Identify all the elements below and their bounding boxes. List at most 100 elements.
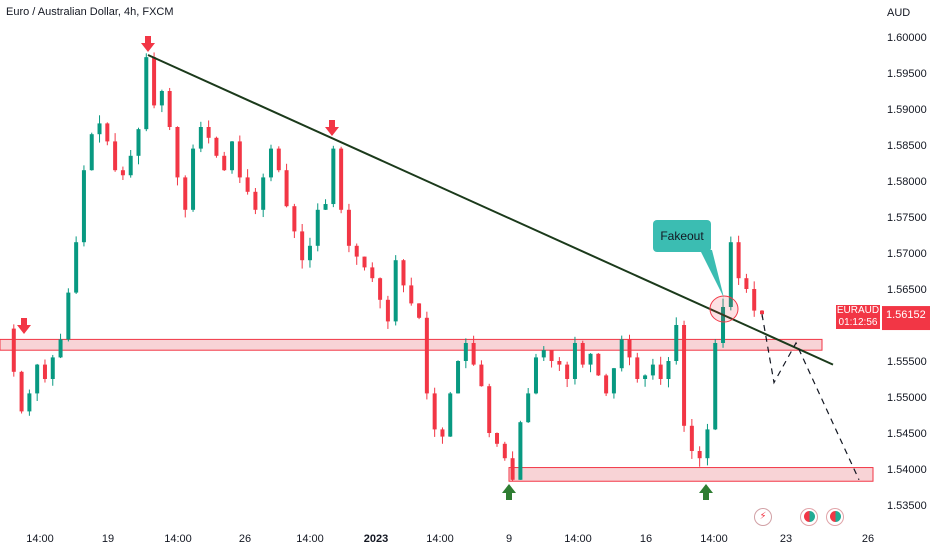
candle-body [401,260,406,286]
candle-body [487,386,492,433]
candle-body [175,127,180,178]
candle-body [572,343,577,379]
y-tick-label: 1.55500 [887,356,927,368]
x-tick-label: 16 [640,533,652,545]
x-tick-label: 14:00 [26,533,54,545]
candle-body [292,206,297,232]
candle-body [432,393,437,430]
candle-body [214,137,219,156]
candle-body [705,429,710,459]
candle-body [666,361,671,379]
candle-body [222,155,227,171]
candle-body [518,422,523,480]
y-tick-label: 1.56500 [887,284,927,296]
candle-body [393,260,398,322]
candle-body [74,242,79,293]
x-tick-label: 26 [239,533,251,545]
split-dividend-icon[interactable] [800,508,818,526]
current-price-box [882,306,930,331]
candle-body [635,357,640,379]
candle-body [448,393,453,437]
x-tick-label: 26 [862,533,874,545]
candle-body [456,361,461,394]
candle-body [650,364,655,376]
candle-body [128,155,133,176]
y-tick-label: 1.59000 [887,104,927,116]
candle-body [409,285,414,304]
x-tick-label: 14:00 [164,533,192,545]
candle-body [674,325,679,361]
y-tick-label: 1.57500 [887,212,927,224]
countdown-tag: 01:12:56 [836,317,880,329]
candle-body [510,458,515,480]
candle-body [152,57,157,106]
candle-body [689,425,694,451]
zone-resistance [0,338,823,351]
up-arrow-marker [502,484,516,500]
candle-body [315,209,320,246]
candle-body [760,310,764,315]
candle-body [424,317,429,394]
candle-body [331,148,336,205]
candle-body [191,148,196,210]
y-tick-label: 1.58500 [887,140,927,152]
candle-body [588,353,593,365]
fakeout-circle [709,295,739,323]
candle-body [276,148,281,171]
candle-body [370,267,375,279]
candle-body [627,339,632,358]
candle-body [237,141,242,178]
candle-body [307,245,312,261]
x-tick-label: 14:00 [296,533,324,545]
candle-body [440,429,445,437]
candle-body [346,209,351,246]
current-price-label: 1.56152 [886,309,926,321]
candle-body [697,451,702,459]
candle-body [565,364,570,379]
candle-body [619,339,624,369]
x-tick-label: 9 [506,533,512,545]
zone-support [508,467,874,482]
candle-body [81,170,86,243]
candle-body [159,91,164,106]
y-tick-label: 1.57000 [887,248,927,260]
candle-body [611,368,616,394]
y-axis-currency: AUD [887,7,910,19]
candle-body [230,141,235,171]
candle-body [253,191,258,210]
callout-pointer [700,250,724,298]
candle-body [744,278,749,289]
candle-body [713,343,718,430]
y-tick-label: 1.59500 [887,68,927,80]
split-dividend-icon[interactable] [826,508,844,526]
x-tick-label: 19 [102,533,114,545]
candle-body [261,177,266,210]
candle-body [604,375,609,394]
candle-body [362,256,367,268]
candle-body [463,343,468,361]
candle-body [479,364,484,387]
candle-body [268,148,273,178]
candle-body [136,129,141,156]
up-arrow-marker [699,484,713,500]
y-tick-label: 1.54500 [887,428,927,440]
candle-body [113,141,118,171]
candle-body [120,170,125,176]
candle-body [35,364,40,394]
candle-body [580,343,585,365]
candle-body [502,443,507,459]
x-tick-label: 2023 [364,533,388,545]
candle-body [354,245,359,257]
candle-body [245,177,250,192]
candle-body [557,361,562,365]
flash-icon[interactable]: ⚡ [754,508,772,526]
candle-body [736,242,741,279]
y-tick-label: 1.54000 [887,464,927,476]
candle-body [206,127,211,138]
trendline [147,54,834,366]
x-tick-label: 14:00 [700,533,728,545]
candle-body [284,170,289,207]
candle-body [89,134,94,171]
